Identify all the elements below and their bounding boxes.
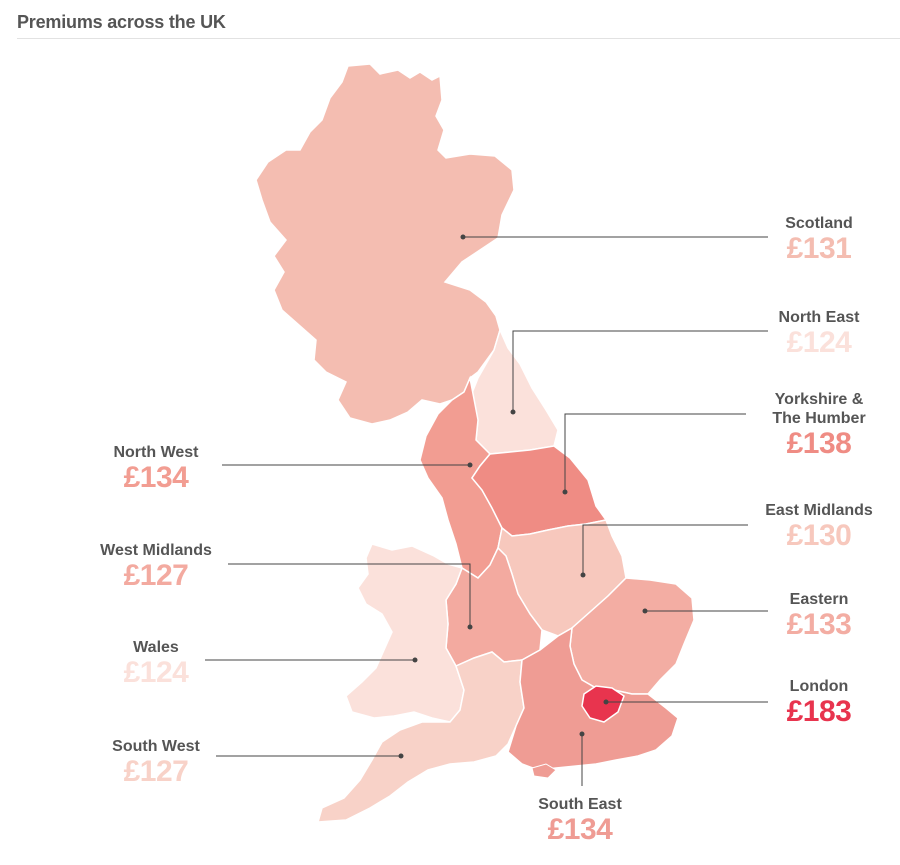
label-west-midlands: West Midlands £127: [86, 541, 226, 592]
leader-east-midlands: [582, 524, 748, 575]
label-north-west: North West £134: [91, 443, 221, 494]
region-name: Yorkshire & The Humber: [772, 391, 866, 427]
label-south-east: South East £134: [515, 795, 645, 846]
marker-eastern: [642, 608, 648, 614]
region-london[interactable]: [581, 685, 625, 723]
region-name: London: [789, 678, 849, 695]
region-premium: £133: [786, 608, 852, 641]
label-south-west: South West £127: [91, 737, 221, 788]
marker-south-west: [398, 753, 404, 759]
region-premium: £127: [123, 559, 189, 592]
label-london: London £183: [764, 677, 874, 728]
label-eastern: Eastern £133: [764, 590, 874, 641]
region-premium: £124: [786, 326, 852, 359]
marker-west-midlands: [467, 624, 473, 630]
region-premium: £130: [786, 519, 852, 552]
region-isle-of-wight: [531, 763, 557, 779]
region-premium: £131: [786, 232, 852, 265]
label-east-midlands: East Midlands £130: [749, 501, 889, 552]
region-name: South West: [112, 738, 200, 755]
leader-west-midlands: [228, 563, 471, 627]
marker-london: [603, 699, 609, 705]
marker-yorkshire: [562, 489, 568, 495]
label-north-east: North East £124: [754, 308, 884, 359]
region-name: Wales: [133, 639, 179, 656]
marker-north-west: [467, 462, 473, 468]
region-premium: £138: [786, 427, 852, 460]
marker-east-midlands: [580, 572, 586, 578]
marker-south-east: [579, 731, 585, 737]
region-premium: £134: [123, 461, 189, 494]
map-title: Premiums across the UK: [17, 12, 226, 32]
label-scotland: Scotland £131: [764, 214, 874, 265]
label-wales: Wales £124: [101, 638, 211, 689]
label-yorkshire: Yorkshire & The Humber £138: [749, 390, 889, 460]
region-premium: £127: [123, 755, 189, 788]
region-premium: £134: [547, 813, 613, 846]
region-name: West Midlands: [100, 542, 212, 559]
region-premium: £124: [123, 656, 189, 689]
region-wales[interactable]: [345, 543, 465, 723]
marker-scotland: [460, 234, 466, 240]
region-name: Eastern: [789, 591, 849, 608]
leader-yorkshire: [564, 413, 746, 492]
region-premium: £183: [786, 695, 852, 728]
region-name: North West: [113, 444, 199, 461]
region-name: East Midlands: [765, 502, 873, 519]
region-name: Scotland: [785, 215, 853, 232]
leader-north-east: [512, 330, 768, 412]
marker-north-east: [510, 409, 516, 415]
title-divider: [17, 38, 900, 39]
region-name: North East: [778, 309, 860, 326]
marker-wales: [412, 657, 418, 663]
region-name: South East: [538, 796, 622, 813]
region-scotland[interactable]: [255, 63, 515, 425]
